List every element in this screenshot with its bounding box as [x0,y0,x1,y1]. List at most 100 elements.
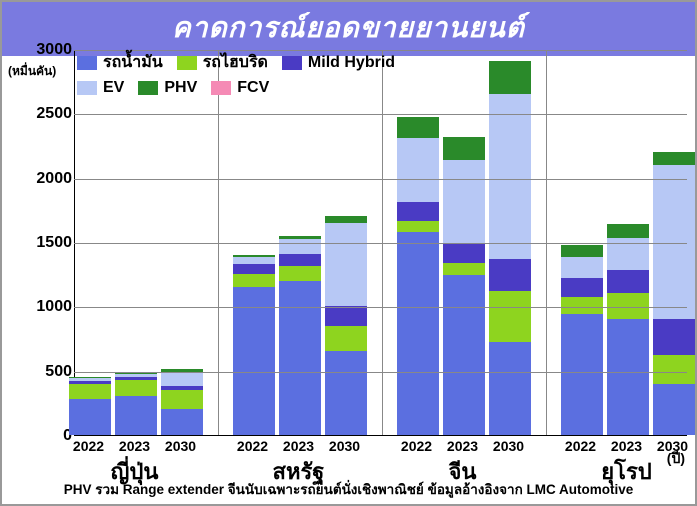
legend-swatch-gasoline [77,56,97,70]
bar-segment-mild_hybrid [397,202,439,221]
legend-item-gasoline: รถน้ำมัน [77,50,163,75]
x-year-label: 2022 [401,438,432,454]
bar-segment-gasoline [397,232,439,435]
bar-segment-mild_hybrid [279,254,321,267]
bar-segment-gasoline [325,351,367,435]
legend-item-fcv: FCV [211,79,269,97]
chart-container: คาดการณ์ยอดขายยานยนต์ รถน้ำมัน รถไฮบริด Mi… [0,0,697,506]
x-year-label: 2030 [329,438,360,454]
bar-segment-ev [161,373,203,386]
y-tick-label: 3000 [36,41,72,59]
bar-segment-hybrid [489,291,531,342]
bar-segment-hybrid [161,390,203,409]
bar-segment-hybrid [653,355,695,383]
legend-item-phv: PHV [138,79,197,97]
legend-label-mild_hybrid: Mild Hybrid [308,54,395,72]
bar-segment-gasoline [561,314,603,435]
gridline [74,372,687,373]
bar-segment-hybrid [325,326,367,352]
bar-segment-gasoline [69,399,111,435]
bar [161,369,203,435]
legend-swatch-hybrid [177,56,197,70]
bar-segment-gasoline [607,319,649,435]
x-year-label: 2030 [493,438,524,454]
x-year-label: 2022 [237,438,268,454]
legend-item-mild_hybrid: Mild Hybrid [282,50,395,75]
bar-segment-ev [397,138,439,202]
bar-segment-phv [489,61,531,94]
legend-label-hybrid: รถไฮบริด [203,50,268,75]
bar-segment-mild_hybrid [325,306,367,325]
bar [69,377,111,435]
legend-label-phv: PHV [164,79,197,97]
bar-segment-phv [607,224,649,238]
bar-segment-hybrid [69,384,111,399]
bar-segment-hybrid [443,263,485,276]
bar [489,61,531,435]
bar [325,216,367,435]
bar-segment-ev [489,94,531,259]
gridline [74,307,687,308]
legend-swatch-fcv [211,81,231,95]
bar-segment-hybrid [279,266,321,280]
bar [233,255,275,435]
footnote: PHV รวม Range extender จีนนับเฉพาะรถยนต์… [12,478,685,500]
bar-segment-mild_hybrid [607,270,649,293]
bar-segment-gasoline [653,384,695,435]
x-year-label: 2023 [611,438,642,454]
x-year-label: 2030 [165,438,196,454]
bar-segment-phv [397,117,439,138]
bar-segment-gasoline [443,275,485,435]
bar [443,137,485,435]
bar-segment-mild_hybrid [233,264,275,274]
y-tick-label: 2000 [36,170,72,188]
x-axis-unit: (ปี) [667,448,685,470]
x-year-label: 2022 [73,438,104,454]
bar-segment-phv [653,152,695,165]
bar-segment-hybrid [561,297,603,314]
bar-segment-mild_hybrid [561,278,603,297]
legend-item-ev: EV [77,79,124,97]
legend-label-ev: EV [103,79,124,97]
gridline [74,179,687,180]
gridline [74,114,687,115]
legend-swatch-mild_hybrid [282,56,302,70]
bar-segment-ev [279,239,321,253]
bar-segment-hybrid [115,380,157,397]
bar-segment-gasoline [489,342,531,435]
bar [397,117,439,435]
legend-label-gasoline: รถน้ำมัน [103,50,163,75]
legend-item-hybrid: รถไฮบริด [177,50,268,75]
bar [607,224,649,435]
bar-segment-ev [443,160,485,244]
bar-segment-hybrid [233,274,275,287]
x-axis-labels: 202220232030ญี่ปุ่น202220232030สหรัฐ2022… [74,438,687,474]
legend-swatch-phv [138,81,158,95]
chart-title: คาดการณ์ยอดขายยานยนต์ [172,12,525,43]
x-year-label: 2022 [565,438,596,454]
chart-title-bar: คาดการณ์ยอดขายยานยนต์ [2,2,695,56]
x-year-label: 2023 [283,438,314,454]
y-tick-label: 2500 [36,105,72,123]
x-year-label: 2023 [447,438,478,454]
bar-segment-gasoline [115,396,157,435]
gridline [74,243,687,244]
bar-segment-gasoline [161,409,203,435]
bar-segment-phv [561,245,603,258]
bar [279,236,321,435]
bar [561,245,603,435]
y-tick-label: 1000 [36,298,72,316]
bar-segment-phv [443,137,485,160]
bar-segment-mild_hybrid [489,259,531,291]
bar-segment-mild_hybrid [653,319,695,355]
x-year-label: 2023 [119,438,150,454]
legend-swatch-ev [77,81,97,95]
bar-segment-gasoline [233,287,275,435]
bar-segment-ev [561,257,603,278]
bar-segment-mild_hybrid [443,243,485,262]
y-tick-label: 1500 [36,234,72,252]
bar-segment-ev [325,223,367,307]
legend: รถน้ำมัน รถไฮบริด Mild Hybrid EV PHV FCV [77,50,437,97]
bar-segment-hybrid [397,221,439,231]
bar-segment-gasoline [279,281,321,435]
